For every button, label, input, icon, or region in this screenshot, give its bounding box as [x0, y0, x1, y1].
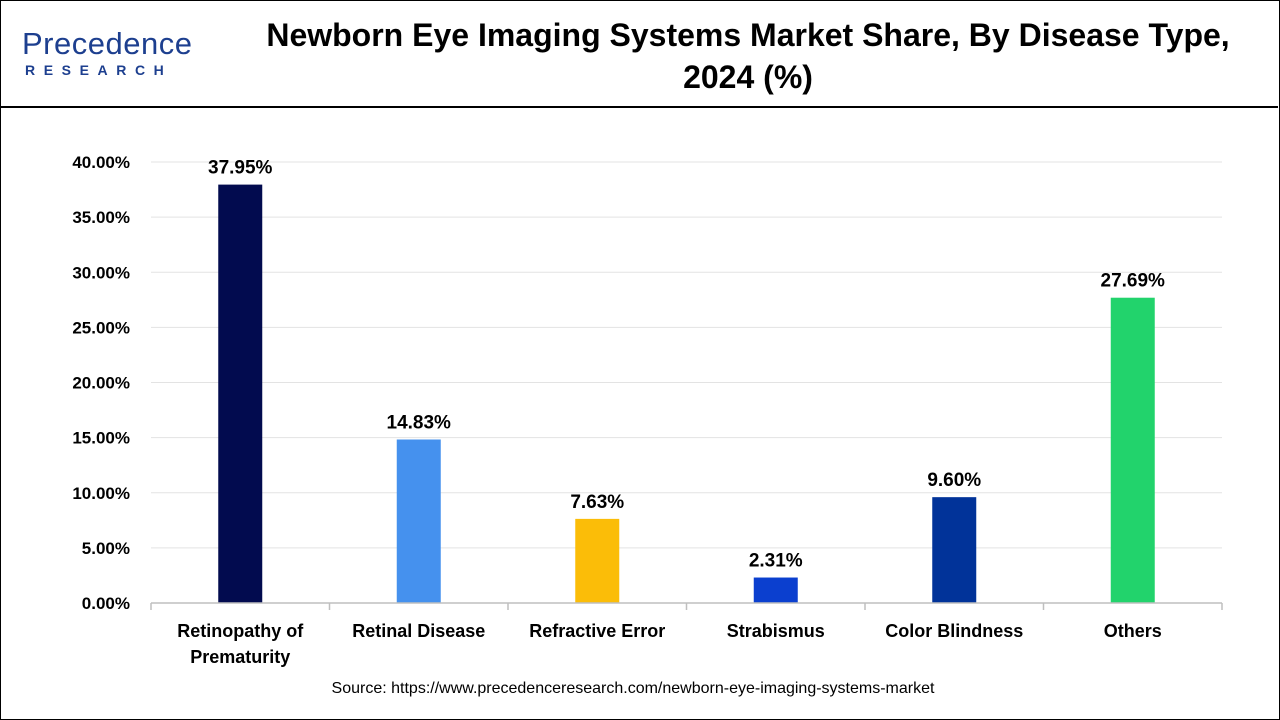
y-tick-label: 15.00%	[72, 429, 130, 448]
brand-logo: Precedence RESEARCH	[22, 26, 222, 86]
logo-wordmark: Precedence	[22, 26, 193, 61]
y-tick-label: 35.00%	[72, 208, 130, 227]
gridlines	[151, 161, 1222, 549]
data-label: 14.83%	[387, 412, 452, 433]
data-label: 9.60%	[927, 470, 981, 491]
header: Precedence RESEARCH Newborn Eye Imaging …	[0, 0, 1278, 108]
y-tick-label: 0.00%	[82, 594, 130, 613]
source-note: Source: https://www.precedenceresearch.c…	[331, 680, 935, 697]
y-tick-label: 10.00%	[72, 484, 130, 503]
y-tick-label: 30.00%	[72, 263, 130, 282]
data-label: 2.31%	[749, 551, 803, 572]
bar	[932, 497, 977, 603]
bar	[753, 577, 798, 603]
bars	[218, 184, 1155, 603]
bar	[575, 518, 620, 603]
x-category-label: Strabismus	[727, 621, 825, 641]
x-category-label: Color Blindness	[885, 621, 1023, 641]
bar	[218, 184, 263, 603]
y-tick-label: 20.00%	[72, 374, 130, 393]
y-axis-ticks: 0.00% 5.00% 10.00% 15.00% 20.00% 25.00% 30.00%…	[72, 153, 130, 613]
bar	[396, 439, 441, 603]
y-tick-label: 40.00%	[72, 153, 130, 172]
bar-chart: 0.00% 5.00% 10.00% 15.00% 20.00% 25.00% 30.00%…	[72, 153, 1223, 667]
bar	[1110, 297, 1155, 603]
chart-title: Newborn Eye Imaging Systems Market Share…	[266, 17, 1230, 95]
x-category-label: Refractive Error	[529, 621, 665, 641]
data-label: 27.69%	[1101, 271, 1166, 292]
x-category-label: Prematurity	[190, 647, 290, 667]
x-category-label: Retinal Disease	[352, 621, 485, 641]
x-category-label: Retinopathy of	[177, 621, 304, 641]
x-category-label: Others	[1104, 621, 1162, 641]
data-label: 7.63%	[570, 492, 624, 513]
logo-subtitle: RESEARCH	[25, 62, 173, 78]
y-tick-label: 25.00%	[72, 318, 130, 337]
y-tick-label: 5.00%	[82, 539, 130, 558]
data-label: 37.95%	[208, 158, 273, 179]
x-axis: Retinopathy of Prematurity Retinal Disease…	[150, 602, 1223, 667]
data-labels: 37.95% 14.83% 7.63% 2.31% 9.60% 27.69%	[208, 158, 1165, 572]
